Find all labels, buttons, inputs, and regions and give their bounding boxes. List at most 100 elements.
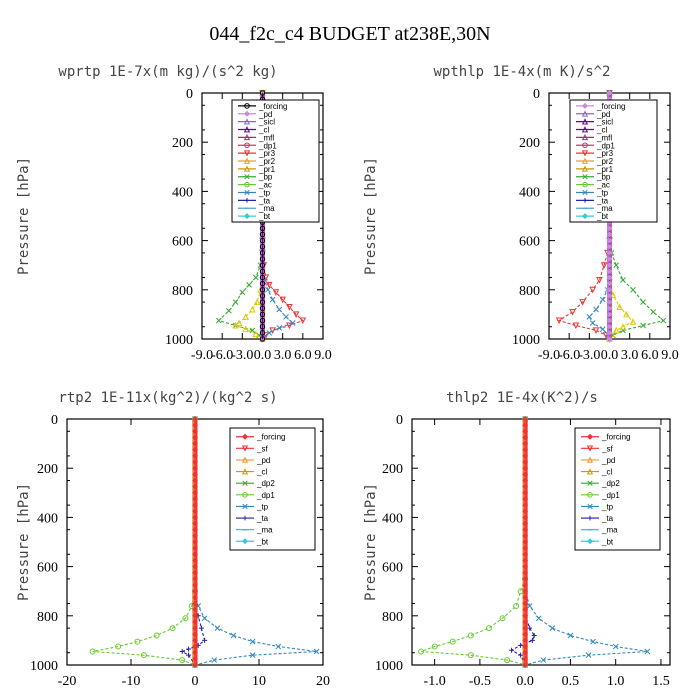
data-point (585, 652, 592, 659)
legend-marker (586, 538, 594, 545)
legend-label: _ac (258, 181, 272, 190)
zero-marker (522, 416, 529, 422)
data-point (186, 646, 192, 652)
legend-label: _dp1 (596, 141, 615, 150)
data-point (622, 310, 630, 318)
data-point (198, 625, 204, 631)
legend-marker (582, 181, 588, 188)
data-point (526, 603, 533, 609)
legend-marker (243, 118, 251, 125)
y-tick-label: 800 (382, 610, 403, 625)
legend-marker (244, 189, 250, 196)
data-point (289, 320, 296, 326)
zero-marker (259, 274, 266, 281)
series-line (92, 419, 196, 666)
zero-marker (259, 225, 266, 232)
data-point (232, 299, 239, 305)
zero-marker (522, 643, 529, 650)
figure-title: 044_f2c_c4 BUDGET at238E,30N (209, 23, 490, 45)
zero-marker (522, 428, 529, 435)
y-tick-label: 600 (382, 561, 403, 576)
zero-marker (192, 452, 198, 459)
panel-title: rtp2 1E-11x(kg^2)/(kg^2 s) (58, 390, 277, 406)
zero-marker (192, 631, 198, 638)
zero-marker (192, 643, 198, 650)
zero-marker (606, 243, 613, 250)
zero-marker (522, 526, 529, 533)
legend-marker (582, 189, 588, 196)
legend-label: _pr3 (596, 149, 614, 158)
zero-marker (522, 422, 529, 429)
y-tick-label: 200 (382, 462, 403, 477)
data-point (201, 615, 208, 622)
panel-title: wprtp 1E-7x(m kg)/(s^2 kg) (58, 64, 277, 80)
x-tick-label: 10 (252, 674, 266, 689)
zero-marker (522, 637, 529, 644)
y-tick-label: 400 (172, 185, 193, 200)
series-line (524, 419, 648, 666)
legend-marker (581, 213, 589, 220)
legend-marker (586, 468, 594, 475)
legend-label: _tp (256, 502, 269, 511)
zero-marker (606, 323, 613, 330)
data-point (275, 643, 282, 650)
data-point (616, 303, 623, 311)
data-point (186, 652, 192, 658)
legend-marker (241, 445, 249, 452)
zero-marker (192, 440, 198, 447)
y-tick-label: 800 (519, 284, 540, 299)
zero-marker (259, 268, 266, 275)
legend-marker (586, 433, 594, 440)
zero-marker (522, 649, 529, 656)
zero-marker (192, 416, 198, 422)
zero-marker (522, 655, 529, 662)
zero-marker (192, 422, 198, 429)
data-point (115, 643, 122, 650)
data-point (286, 304, 293, 311)
legend-label: _bt (596, 212, 609, 221)
legend-label: _forcing (256, 433, 285, 442)
data-point (569, 308, 576, 316)
data-point (586, 314, 593, 320)
budget-panel-0: wprtp 1E-7x(m kg)/(s^2 kg) Pressure [hPa]… (16, 64, 332, 363)
y-tick-label: 0 (51, 413, 58, 428)
zero-marker (522, 477, 529, 484)
zero-marker (259, 299, 266, 305)
zero-marker (192, 575, 198, 582)
data-point (596, 276, 603, 284)
x-tick-label: 0 (192, 674, 199, 689)
legend-label: _tp (258, 188, 271, 197)
data-point (449, 638, 456, 645)
x-tick-label: 1.5 (652, 674, 670, 689)
zero-marker (192, 459, 198, 465)
legend-label: _forcing (601, 433, 630, 442)
zero-marker (606, 237, 613, 244)
zero-marker (192, 594, 198, 601)
zero-marker (606, 225, 613, 232)
legend-label: _dp1 (258, 141, 277, 150)
legend-marker (244, 181, 250, 188)
data-point (612, 326, 620, 334)
legend-label: _bp (258, 173, 273, 182)
data-point (179, 648, 185, 654)
x-tick-label: -3.0 (578, 348, 600, 363)
zero-marker (606, 90, 613, 96)
data-point (579, 299, 586, 306)
x-tick-label: 6.0 (641, 348, 659, 363)
y-axis-label: Pressure [hPa] (363, 483, 379, 601)
data-point (531, 632, 537, 638)
legend-label: _pr2 (596, 157, 614, 166)
zero-marker (192, 588, 198, 595)
zero-marker (259, 250, 266, 256)
zero-marker (192, 600, 198, 607)
data-point (418, 648, 425, 655)
zero-marker (192, 508, 198, 515)
data-point (599, 326, 606, 333)
data-point (504, 657, 511, 664)
legend-marker (582, 142, 588, 149)
zero-marker (522, 612, 529, 619)
zero-marker (606, 311, 613, 318)
legend-marker (241, 456, 249, 463)
zero-marker (606, 268, 613, 275)
legend-label: _pd (256, 456, 270, 465)
